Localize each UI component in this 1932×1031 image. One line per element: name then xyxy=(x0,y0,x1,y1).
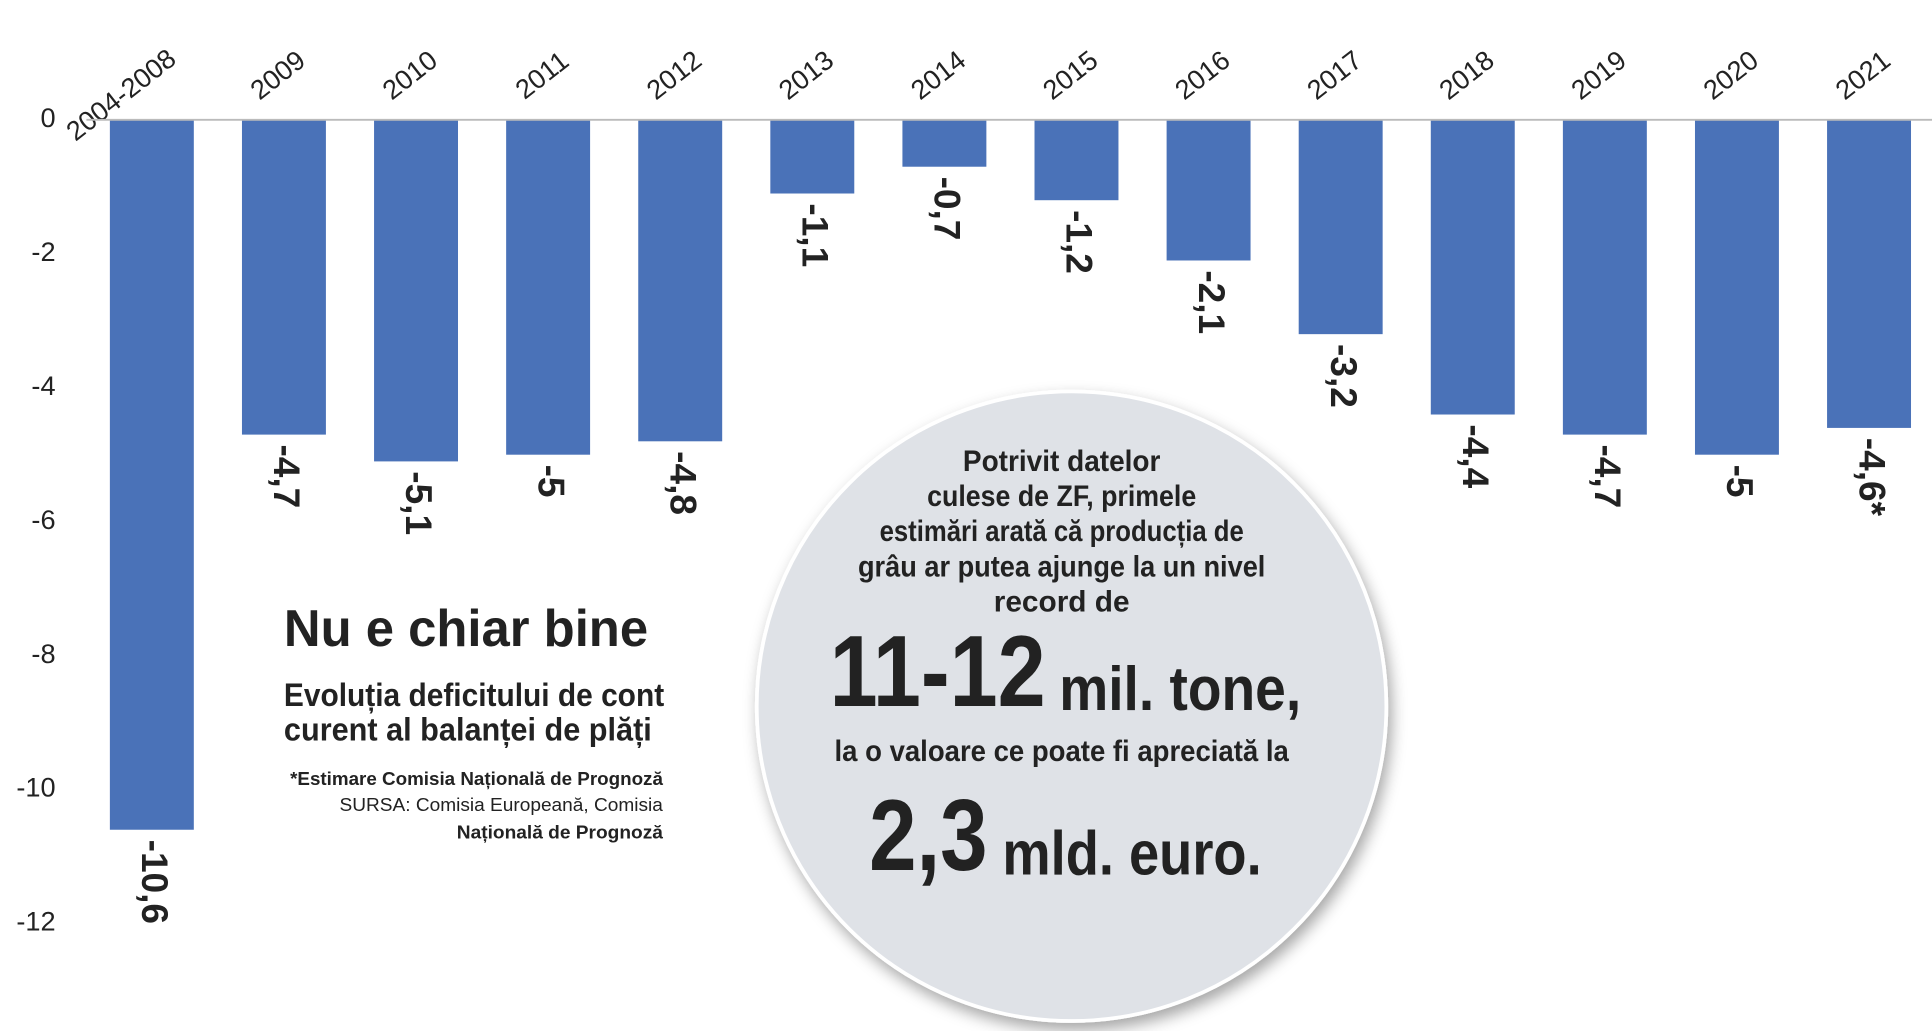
x-tick-label: 2018 xyxy=(1433,44,1500,106)
value-label: -10,6 xyxy=(134,840,176,924)
bar xyxy=(241,119,326,435)
callout-figure: 11-12 xyxy=(830,615,1046,728)
value-label: -4,7 xyxy=(1587,444,1629,508)
bar xyxy=(1166,119,1251,261)
x-tick-label: 2021 xyxy=(1829,44,1896,106)
x-tick-label: 2019 xyxy=(1565,44,1632,106)
callout-text: la o valoare ce poate fi apreciată la xyxy=(835,735,1290,768)
x-tick-label: 2012 xyxy=(641,44,708,106)
value-label: -4,7 xyxy=(266,444,308,508)
y-tick-label: 0 xyxy=(40,102,55,133)
callout-circle xyxy=(754,389,1389,1023)
value-label: -4,8 xyxy=(662,451,704,515)
x-tick-label: 2020 xyxy=(1697,44,1764,106)
y-tick-label: -8 xyxy=(31,638,55,669)
bar xyxy=(374,119,459,462)
callout-unit: mld. euro. xyxy=(1002,819,1261,888)
bar xyxy=(1694,119,1779,455)
callout-text: culese de ZF, primele xyxy=(927,480,1196,513)
bar xyxy=(1034,119,1119,201)
value-label: -5 xyxy=(1719,465,1761,498)
callout-text: grâu ar putea ajunge la un nivel xyxy=(858,550,1265,583)
bar xyxy=(638,119,723,442)
value-label: -4,4 xyxy=(1455,424,1497,488)
y-tick-label: -6 xyxy=(31,504,55,535)
x-tick-label: 2015 xyxy=(1037,44,1104,106)
chart-title: Nu e chiar bine xyxy=(284,599,648,657)
note: *Estimare Comisia Națională de Prognoză xyxy=(290,768,664,789)
y-tick-label: -10 xyxy=(16,772,55,803)
callout-text: estimări arată că producția de xyxy=(880,515,1244,548)
value-label: -2,1 xyxy=(1191,270,1233,334)
y-tick-label: -12 xyxy=(16,906,55,937)
callout-text: record de xyxy=(994,586,1130,619)
bar xyxy=(1430,119,1515,415)
callout-text: Potrivit datelor xyxy=(963,445,1161,478)
callout-figure: 2,3 xyxy=(869,779,988,892)
bar xyxy=(770,119,855,194)
value-label: -1,2 xyxy=(1059,210,1101,274)
value-label: -5 xyxy=(530,465,572,498)
x-tick-label: 2014 xyxy=(905,44,972,106)
x-tick-label: 2016 xyxy=(1169,44,1236,106)
subtitle: curent al balanței de plăți xyxy=(284,712,652,748)
callout-unit: mil. tone, xyxy=(1059,655,1301,724)
source: Națională de Prognoză xyxy=(457,821,664,842)
subtitle: Evoluția deficitului de cont xyxy=(284,677,665,713)
value-label: -4,6* xyxy=(1851,438,1893,517)
bar xyxy=(1298,119,1383,335)
value-label: -1,1 xyxy=(795,203,837,267)
value-label: -5,1 xyxy=(398,471,440,535)
y-tick-label: -4 xyxy=(31,370,55,401)
x-tick-label: 2017 xyxy=(1301,44,1368,106)
x-tick-label: 2013 xyxy=(773,44,840,106)
bar xyxy=(1827,119,1912,428)
bars: 0-2-4-6-8-10-122004-2008-10,62009-4,7201… xyxy=(16,42,1932,937)
x-tick-label: 2011 xyxy=(509,45,574,105)
bar xyxy=(109,119,194,830)
value-label: -3,2 xyxy=(1323,344,1365,408)
bar xyxy=(902,119,987,167)
y-tick-label: -2 xyxy=(31,236,55,267)
value-label: -0,7 xyxy=(927,177,969,241)
bar xyxy=(1562,119,1647,435)
x-tick-label: 2009 xyxy=(244,44,311,106)
source: SURSA: Comisia Europeană, Comisia xyxy=(339,794,663,815)
bar xyxy=(506,119,591,455)
x-tick-label: 2010 xyxy=(376,44,443,106)
